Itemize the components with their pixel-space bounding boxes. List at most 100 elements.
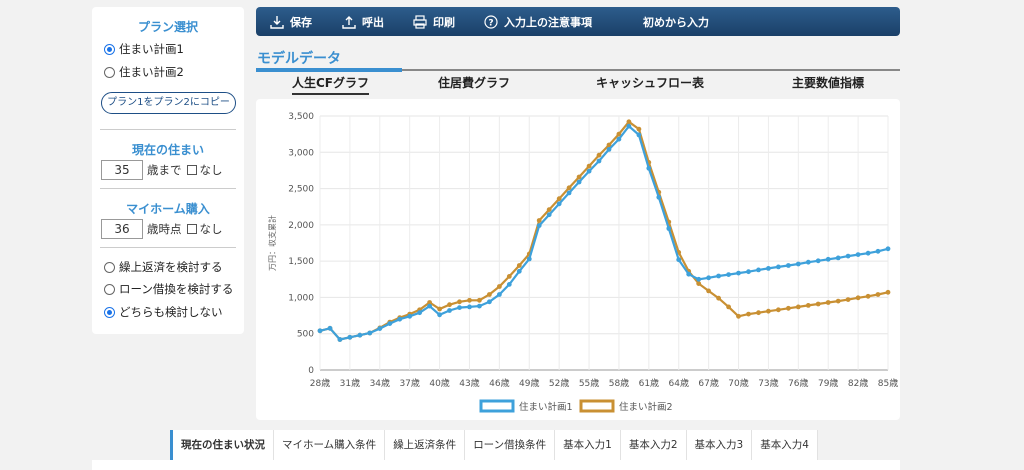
radio-dot[interactable] bbox=[104, 283, 115, 295]
divider bbox=[100, 247, 236, 248]
x-tick-label: 46歳 bbox=[489, 377, 509, 389]
series-point-2 bbox=[855, 295, 861, 301]
series-point-1 bbox=[815, 258, 821, 264]
legend-label-1: 住まい計画1 bbox=[519, 401, 573, 413]
y-tick-label: 1,000 bbox=[288, 293, 314, 303]
series-point-2 bbox=[606, 142, 612, 148]
purchase-age-input[interactable]: 36 bbox=[101, 219, 143, 239]
series-point-2 bbox=[696, 281, 702, 286]
series-point-2 bbox=[586, 163, 592, 169]
radio-dot[interactable] bbox=[104, 66, 115, 78]
series-point-2 bbox=[746, 311, 751, 317]
toolbar: 保存 呼出 印刷 ? 入力上の注意事項 初めから入力 bbox=[256, 7, 900, 36]
current-home-age-input[interactable]: 35 bbox=[101, 160, 143, 180]
option-label: 繰上返済を検討する bbox=[119, 260, 223, 274]
series-point-2 bbox=[487, 292, 492, 297]
btab-basic-2[interactable]: 基本入力2 bbox=[620, 430, 687, 460]
model-data-title: モデルデータ bbox=[257, 51, 341, 67]
x-tick-label: 85歳 bbox=[878, 377, 898, 389]
reset-button[interactable]: 初めから入力 bbox=[643, 14, 709, 30]
help-circle-icon: ? bbox=[484, 15, 498, 29]
series-point-1 bbox=[487, 299, 492, 305]
series-point-1 bbox=[407, 313, 413, 319]
copy-plan-button[interactable]: プラン1をプラン2にコピー bbox=[101, 92, 236, 114]
tab-key-indicators[interactable]: 主要数値指標 bbox=[792, 76, 865, 90]
purchase-suffix: 歳時点 bbox=[147, 222, 182, 236]
radio-dot[interactable] bbox=[104, 261, 115, 273]
series-point-2 bbox=[726, 304, 731, 310]
tab-cashflow-table[interactable]: キャッシュフロー表 bbox=[596, 76, 705, 90]
series-point-1 bbox=[776, 264, 781, 270]
radio-dot[interactable] bbox=[104, 306, 115, 318]
series-point-1 bbox=[347, 334, 353, 340]
series-point-2 bbox=[457, 299, 462, 305]
series-point-1 bbox=[546, 212, 552, 218]
series-point-1 bbox=[417, 310, 422, 316]
x-tick-label: 37歳 bbox=[399, 377, 419, 389]
series-point-1 bbox=[835, 255, 841, 261]
save-button[interactable]: 保存 bbox=[270, 14, 312, 30]
y-tick-label: 2,000 bbox=[288, 221, 314, 231]
plan-radio-2[interactable]: 住まい計画2 bbox=[104, 64, 184, 80]
plan-radio-label: 住まい計画1 bbox=[119, 42, 184, 56]
btab-prepay-conditions[interactable]: 繰上返済条件 bbox=[385, 430, 466, 460]
series-point-1 bbox=[646, 165, 652, 171]
load-label: 呼出 bbox=[362, 16, 384, 29]
purchase-none-checkbox[interactable] bbox=[186, 224, 197, 234]
x-tick-label: 28歳 bbox=[310, 377, 330, 389]
series-point-1 bbox=[746, 269, 751, 275]
tab-housing-cost-graph[interactable]: 住居費グラフ bbox=[438, 76, 511, 90]
series-point-2 bbox=[506, 274, 512, 279]
series-point-1 bbox=[357, 332, 363, 338]
x-tick-label: 82歳 bbox=[848, 377, 868, 389]
y-tick-label: 0 bbox=[308, 366, 314, 376]
series-point-1 bbox=[377, 326, 383, 331]
plan-select-title: プラン選択 bbox=[137, 20, 198, 34]
series-point-2 bbox=[875, 292, 881, 297]
plan-radio-1[interactable]: 住まい計画1 bbox=[104, 41, 184, 57]
series-point-1 bbox=[766, 266, 771, 271]
load-button[interactable]: 呼出 bbox=[342, 14, 384, 30]
none-label: なし bbox=[199, 222, 223, 236]
current-home-suffix: 歳まで bbox=[147, 163, 182, 177]
series-point-2 bbox=[447, 302, 452, 308]
series-point-1 bbox=[586, 168, 592, 174]
series-point-1 bbox=[686, 271, 692, 277]
series-point-2 bbox=[885, 289, 891, 295]
series-point-2 bbox=[616, 131, 622, 137]
option-prepay[interactable]: 繰上返済を検討する bbox=[104, 259, 223, 275]
series-point-1 bbox=[337, 337, 343, 342]
legend-swatch-1 bbox=[479, 399, 515, 413]
current-home-none-checkbox[interactable] bbox=[186, 165, 197, 175]
legend-swatch-2 bbox=[579, 399, 615, 413]
btab-current-home[interactable]: 現在の住まい状況 bbox=[170, 430, 274, 460]
series-point-2 bbox=[776, 307, 781, 313]
print-button[interactable]: 印刷 bbox=[413, 14, 455, 30]
btab-basic-1[interactable]: 基本入力1 bbox=[555, 430, 621, 460]
series-point-1 bbox=[636, 132, 642, 138]
option-label: どちらも検討しない bbox=[119, 305, 223, 319]
series-point-1 bbox=[596, 158, 602, 164]
option-none[interactable]: どちらも検討しない bbox=[104, 304, 223, 320]
btab-purchase-conditions[interactable]: マイホーム購入条件 bbox=[274, 430, 386, 460]
series-point-1 bbox=[855, 252, 861, 257]
notes-button[interactable]: ? 入力上の注意事項 bbox=[484, 14, 592, 30]
series-point-1 bbox=[666, 226, 672, 231]
series-point-1 bbox=[516, 268, 522, 274]
btab-refinance-conditions[interactable]: ローン借換条件 bbox=[465, 430, 556, 460]
btab-basic-4[interactable]: 基本入力4 bbox=[752, 430, 818, 460]
series-point-1 bbox=[536, 223, 542, 228]
y-tick-label: 2,500 bbox=[288, 185, 314, 195]
series-point-1 bbox=[367, 330, 373, 336]
radio-dot[interactable] bbox=[104, 43, 115, 55]
series-point-1 bbox=[885, 246, 891, 252]
purchase-row: 36 歳時点 なし bbox=[101, 219, 223, 239]
model-accent-bar bbox=[256, 68, 402, 72]
btab-basic-3[interactable]: 基本入力3 bbox=[686, 430, 753, 460]
life-cf-chart: 0 500 1,000 1,500 2,000 2,500 3,000 3,500 28歳 31歳… bbox=[267, 112, 898, 413]
option-refinance[interactable]: ローン借換を検討する bbox=[104, 281, 233, 297]
series-point-2 bbox=[825, 300, 831, 305]
x-tick-label: 58歳 bbox=[609, 377, 629, 389]
current-home-row: 35 歳まで なし bbox=[101, 160, 223, 180]
tab-life-cf-graph[interactable]: 人生CFグラフ bbox=[292, 74, 370, 95]
